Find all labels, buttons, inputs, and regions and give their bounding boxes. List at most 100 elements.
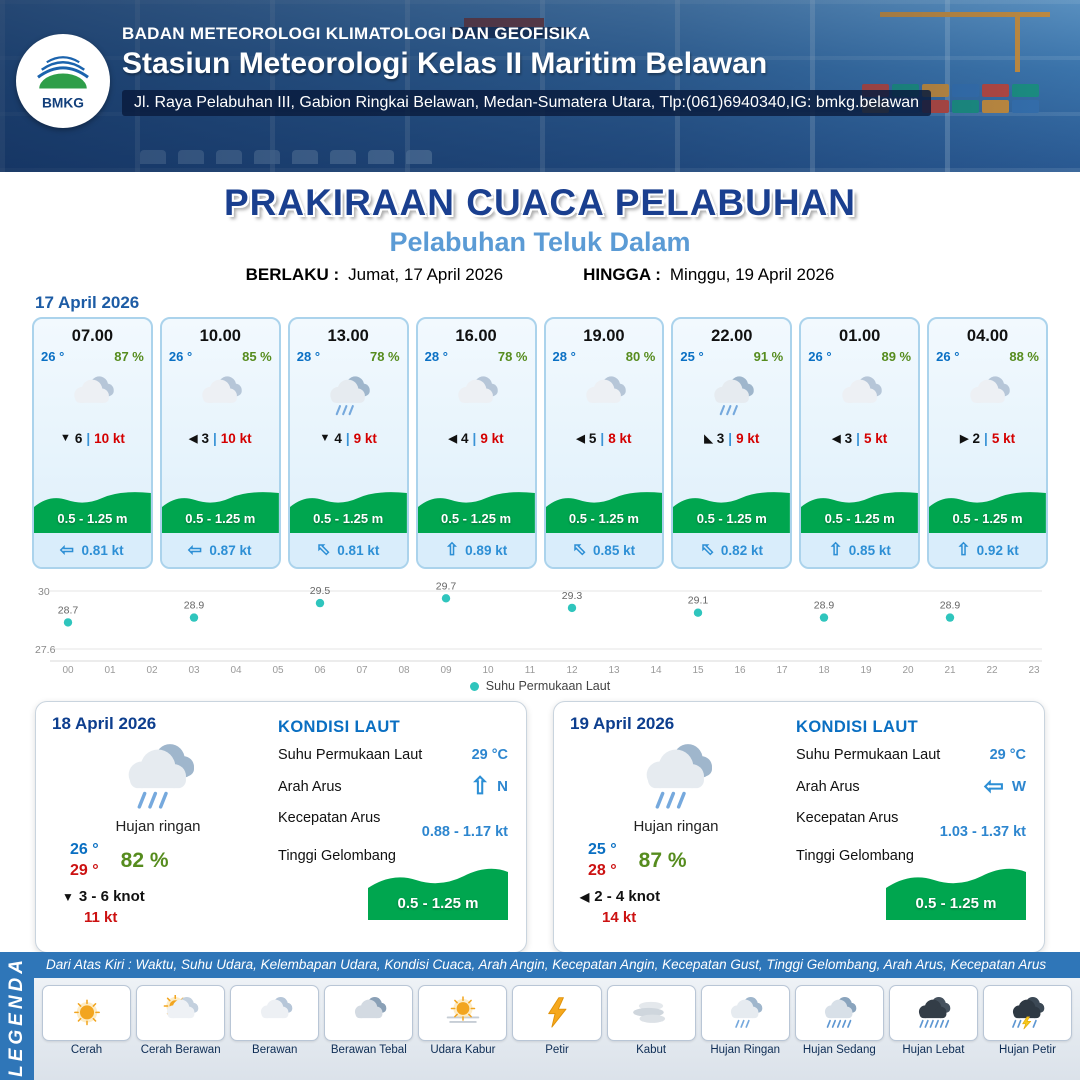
temp-max: 28 ° (588, 862, 617, 879)
wind-speed: 2 (972, 430, 981, 446)
legend-item: Hujan Petir (982, 985, 1073, 1057)
card-time: 07.00 (71, 327, 114, 345)
current-direction-icon: ⇧ (312, 537, 336, 562)
current-direction-value: W (1011, 778, 1026, 795)
legend-item: Cerah Berawan (136, 985, 226, 1057)
wave-height-band: 0.5 - 1.25 m (673, 487, 791, 533)
legend-bar: LEGENDA Dari Atas Kiri : Waktu, Suhu Uda… (0, 952, 1080, 1080)
svg-text:29.5: 29.5 (310, 585, 331, 597)
legend-item: Hujan Ringan (700, 985, 790, 1057)
temp-max: 29 ° (70, 862, 99, 879)
current-direction-icon: ⇧ (186, 542, 206, 558)
sea-conditions-title: KONDISI LAUT (278, 718, 401, 736)
svg-text:14: 14 (650, 665, 662, 676)
wave-height-band: 0.5 - 1.25 m (801, 487, 919, 533)
daily-date: 18 April 2026 (52, 714, 157, 733)
lightning-icon (512, 985, 602, 1041)
wind-direction-icon: ◣ (704, 432, 713, 445)
daily-card: 18 April 2026 Hujan ringan 26 ° 29 ° 82 … (35, 701, 527, 953)
card-temperature: 26 ° (808, 349, 832, 364)
current-direction-label: Arah Arus (278, 778, 342, 795)
wind-speed: 3 (844, 430, 853, 446)
wind-direction-icon: ▼ (59, 432, 71, 444)
svg-text:03: 03 (188, 665, 200, 676)
sea-conditions-title: KONDISI LAUT (796, 718, 919, 736)
weather-icon (546, 366, 663, 426)
thunderstorm-icon (982, 985, 1073, 1041)
svg-text:20: 20 (902, 665, 914, 676)
sst-label: Suhu Permukaan Laut (796, 747, 941, 763)
card-time: 19.00 (583, 327, 625, 345)
daily-humidity: 87 % (638, 848, 687, 872)
current-direction-icon: ⇧ (444, 540, 460, 559)
svg-text:12: 12 (566, 665, 578, 676)
svg-text:11: 11 (525, 665, 536, 676)
card-temperature: 28 ° (424, 349, 448, 364)
wind-range: 3 - 6 knot (78, 888, 145, 905)
wind-gust: 11 kt (84, 909, 118, 926)
wind-direction-icon: ◀ (189, 432, 198, 445)
forecast-card: 19.00 28 ° 80 % ◀ 5 | 8 kt 0.5 - 1.25 m ⇧ 0.8… (543, 317, 665, 569)
current-speed-label: Kecepatan Arus (278, 810, 381, 826)
svg-text:17: 17 (776, 665, 788, 676)
valid-until-label: HINGGA : (583, 265, 661, 284)
svg-text:28.9: 28.9 (184, 600, 205, 612)
header: BMKG BADAN METEOROLOGI KLIMATOLOGI DAN G… (0, 0, 1080, 172)
legend-dot-icon (469, 681, 479, 691)
legend-item: Cerah (42, 985, 132, 1057)
station-name: Stasiun Meteorologi Kelas II Maritim Bel… (122, 47, 768, 80)
daily-condition: Hujan ringan (633, 818, 719, 835)
card-humidity: 89 % (881, 349, 912, 364)
wind-direction-icon: ▼ (319, 432, 331, 444)
header-text: BADAN METEOROLOGI KLIMATOLOGI DAN GEOFIS… (122, 24, 932, 116)
wind-direction-icon: ◀ (576, 432, 585, 445)
wave-height-label: Tinggi Gelombang (278, 848, 396, 864)
legend-caption: Dari Atas Kiri : Waktu, Suhu Udara, Kele… (34, 952, 1080, 978)
card-humidity: 78 % (369, 349, 400, 364)
forecast-date: 17 April 2026 (35, 293, 140, 312)
sun-cloud-icon (136, 985, 226, 1041)
weather-icon (673, 366, 790, 426)
wind-gust: 8 kt (608, 430, 632, 446)
header-shade (0, 0, 1080, 172)
daily-date: 19 April 2026 (570, 714, 675, 733)
wave-height-band: 0.5 - 1.25 m (886, 866, 1026, 920)
wind-gust: 14 kt (602, 909, 637, 926)
current-speed: 0.85 kt (593, 542, 636, 558)
bmkg-logo-text: BMKG (42, 95, 84, 110)
daily-humidity: 82 % (120, 848, 169, 872)
wind-speed: 4 (334, 430, 342, 446)
wave-height: 0.5 - 1.25 m (568, 511, 639, 526)
bmkg-logo: BMKG (16, 34, 110, 128)
page-title: PRAKIRAAN CUACA PELABUHAN (223, 182, 857, 223)
forecast-card: 22.00 25 ° 91 % ◣ 3 | 9 kt 0.5 - 1.25 m ⇧ 0.8… (671, 317, 793, 569)
current-direction-icon: ⇧ (956, 540, 971, 559)
svg-text:06: 06 (314, 665, 326, 676)
wind-direction-icon: ▼ (62, 890, 74, 904)
card-time: 01.00 (839, 327, 881, 345)
daily-forecast: 18 April 2026 Hujan ringan 26 ° 29 ° 82 … (35, 701, 1045, 953)
agency-name: BADAN METEOROLOGI KLIMATOLOGI DAN GEOFIS… (122, 24, 591, 43)
temp-min: 25 ° (588, 841, 617, 858)
chart-legend: Suhu Permukaan Laut (34, 679, 1046, 693)
wave-height: 0.5 - 1.25 m (915, 895, 997, 912)
current-direction-value: N (497, 778, 508, 795)
wind-speed: 4 (461, 430, 469, 446)
forecast-card: 13.00 28 ° 78 % ▼ 4 | 9 kt 0.5 - 1.25 m ⇧ 0.8… (287, 317, 409, 569)
wave-height-band: 0.5 - 1.25 m (289, 487, 407, 533)
current-speed: 0.87 kt (209, 542, 252, 558)
weather-icon (162, 366, 279, 426)
svg-text:02: 02 (146, 665, 158, 676)
current-speed-value: 0.88 - 1.17 kt (421, 824, 508, 840)
weather-icon (34, 366, 151, 426)
wind-gust: 10 kt (94, 430, 125, 446)
heavy-rain-icon (888, 985, 978, 1041)
card-humidity: 80 % (625, 349, 656, 364)
wind-gust: 5 kt (863, 430, 888, 446)
legend-item: Hujan Lebat (888, 985, 978, 1057)
weather-icon (570, 734, 782, 820)
current-speed: 0.81 kt (81, 542, 124, 558)
forecast-card: 01.00 26 ° 89 % ◀ 3 | 5 kt 0.5 - 1.25 m ⇧ 0.8… (799, 317, 921, 569)
wave-height-band: 0.5 - 1.25 m (368, 866, 508, 920)
